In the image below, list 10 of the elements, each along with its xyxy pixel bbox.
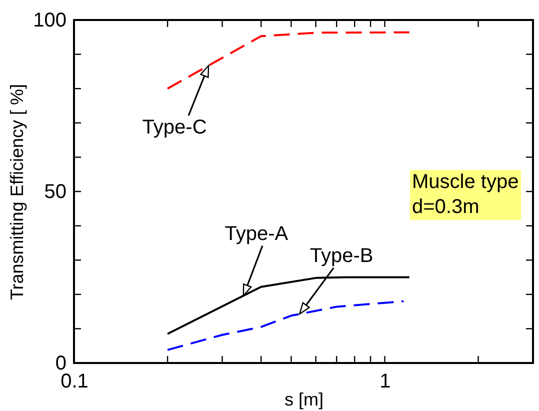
annotation: Type-B: [310, 244, 374, 267]
annotation: Type-C: [142, 116, 207, 139]
y-tick-label: 100: [33, 10, 66, 32]
annotation: d=0.3m: [412, 195, 480, 220]
x-tick-label: 1: [380, 370, 391, 392]
x-axis-title: s [m]: [284, 390, 324, 410]
y-tick-label: 50: [44, 181, 66, 203]
y-axis-title: Transmitting Efficiency [ %]: [7, 84, 28, 300]
annotation: Type-A: [224, 222, 289, 245]
annotation: Muscle type: [412, 170, 519, 195]
